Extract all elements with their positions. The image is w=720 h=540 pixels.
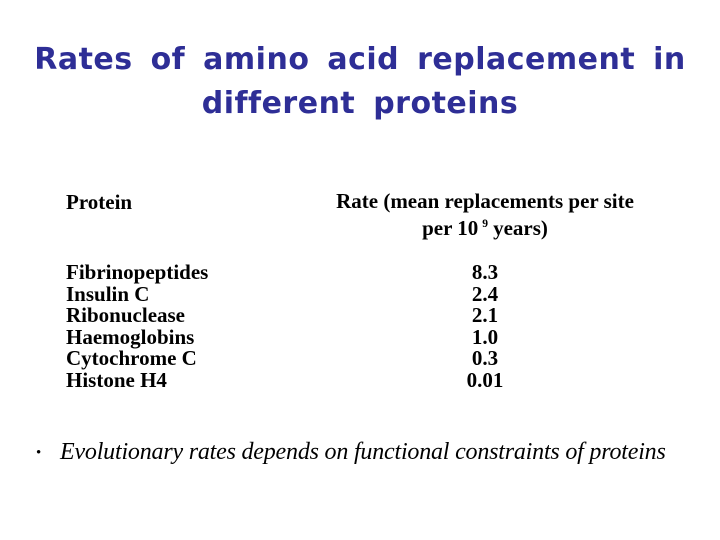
table-row: Cytochrome C 0.3 (66, 346, 640, 370)
protein-rate-table: Protein Rate (mean replacements per site… (66, 190, 640, 391)
rate-header-line1: Rate (mean replacements per site (336, 189, 634, 213)
protein-rate-value: 2.4 (471, 281, 499, 306)
rate-header-line2-post: years) (493, 216, 548, 240)
table-row: Histone H4 0.01 (66, 367, 640, 392)
protein-name: Haemoglobins (66, 324, 195, 349)
protein-name: Cytochrome C (66, 346, 197, 370)
protein-rate-value: 0.3 (471, 346, 499, 370)
slide-title-line1: Rates of amino acid replacement in (34, 42, 686, 77)
bullet-text: Evolutionary rates depends on functional… (60, 439, 666, 465)
rate-header-line2-pre: per 10 (422, 216, 479, 240)
protein-name: Histone H4 (66, 367, 167, 392)
rate-header-exponent: 9 (482, 218, 489, 230)
protein-rate-value: 2.1 (471, 303, 499, 327)
protein-rate-value: 8.3 (471, 260, 499, 284)
slide-title: Rates of amino acid replacement in diffe… (0, 38, 720, 126)
protein-name: Insulin C (66, 281, 150, 306)
protein-rate-value: 1.0 (471, 324, 499, 349)
bullet-point: • Evolutionary rates depends on function… (36, 438, 696, 467)
protein-column-header: Protein (66, 190, 133, 214)
table-row: Insulin C 2.4 (66, 281, 640, 306)
slide-title-line2: different proteins (201, 86, 519, 121)
protein-name: Ribonuclease (66, 303, 186, 327)
protein-name: Fibrinopeptides (66, 260, 209, 284)
rate-column-header: Rate (mean replacements per site per 10 9… (330, 190, 640, 240)
table-header-row: Protein Rate (mean replacements per site… (66, 190, 640, 240)
rate-header-line2: per 10 9 years) (330, 213, 640, 240)
table-row: Ribonuclease 2.1 (66, 303, 640, 327)
protein-rate-value: 0.01 (466, 367, 504, 392)
bullet-marker-icon: • (36, 445, 42, 461)
table-row: Haemoglobins 1.0 (66, 324, 640, 349)
table-row: Fibrinopeptides 8.3 (66, 260, 640, 284)
